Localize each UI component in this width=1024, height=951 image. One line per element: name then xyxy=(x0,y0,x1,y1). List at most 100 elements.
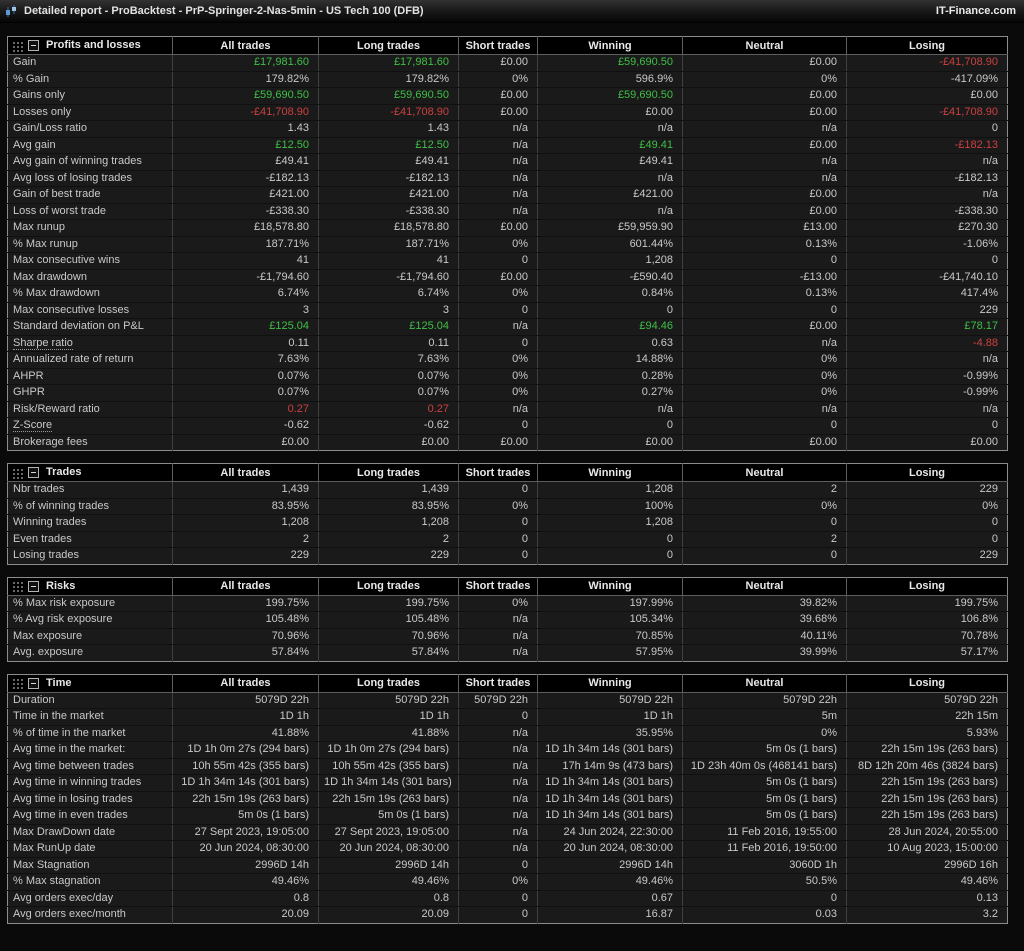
value-cell: 0 xyxy=(458,890,538,907)
brand-link[interactable]: IT-Finance.com xyxy=(935,5,1016,17)
row-label-cell: Gains only xyxy=(7,87,173,105)
value-cell: £421.00 xyxy=(172,186,319,204)
row-label-cell: Avg loss of losing trades xyxy=(7,170,173,187)
row-label-cell: % of winning trades xyxy=(7,498,173,515)
value-cell: n/a xyxy=(458,741,538,759)
value-cell: 2 xyxy=(682,531,847,548)
value-cell: 1.43 xyxy=(318,120,459,138)
row-label: Max Stagnation xyxy=(13,858,90,871)
row-label: Gain of best trade xyxy=(13,188,101,201)
value-cell: n/a xyxy=(458,318,538,336)
value-cell: n/a xyxy=(458,807,538,825)
table-row: Avg gain £12.50 £12.50 n/a £49.41 £0.00 -£182.… xyxy=(7,137,1008,154)
value-cell: 1,208 xyxy=(172,514,319,532)
row-label: Avg time in winning trades xyxy=(13,776,142,789)
row-label-cell: Annualized rate of return xyxy=(7,351,173,369)
table-row: Even trades 2 2 0 0 2 0 xyxy=(7,531,1008,548)
value-cell: 199.75% xyxy=(172,595,319,612)
column-header-losing: Losing xyxy=(846,463,1008,482)
value-cell: 0 xyxy=(846,514,1008,532)
value-cell: 11 Feb 2016, 19:50:00 xyxy=(682,840,847,858)
value-cell: £12.50 xyxy=(318,137,459,154)
table-row: Gains only £59,690.50 £59,690.50 £0.00 £59,6… xyxy=(7,87,1008,105)
value-cell: 41.88% xyxy=(172,725,319,742)
row-label: Time in the market xyxy=(13,710,104,723)
table-profits-and-losses: Profits and losses All trades Long trades S… xyxy=(7,36,1008,451)
value-cell: 39.82% xyxy=(682,595,847,612)
value-cell: 229 xyxy=(846,302,1008,319)
value-cell: 0.07% xyxy=(318,384,459,402)
value-cell: 1D 1h 34m 14s (301 bars) xyxy=(537,807,683,825)
collapse-minus-icon[interactable] xyxy=(28,677,39,689)
value-cell: 10 Aug 2023, 15:00:00 xyxy=(846,840,1008,858)
value-cell: 5m 0s (1 bars) xyxy=(682,807,847,825)
value-cell: 0 xyxy=(458,417,538,435)
row-label: Avg loss of losing trades xyxy=(13,171,133,184)
row-label: Standard deviation on P&L xyxy=(13,320,144,333)
value-cell: £17,981.60 xyxy=(172,54,319,72)
value-cell: n/a xyxy=(682,153,847,171)
table-title-cell: Trades xyxy=(7,463,173,482)
value-cell: 1,208 xyxy=(537,481,683,499)
value-cell: 3.2 xyxy=(846,906,1008,923)
row-label-cell: Avg gain of winning trades xyxy=(7,153,173,171)
column-header-neutral: Neutral xyxy=(682,674,847,693)
value-cell: 20 Jun 2024, 08:30:00 xyxy=(537,840,683,858)
value-cell: n/a xyxy=(458,725,538,742)
value-cell: 22h 15m xyxy=(846,708,1008,726)
column-header-long-trades: Long trades xyxy=(318,36,459,55)
value-cell: 0.07% xyxy=(172,368,319,385)
value-cell: £0.00 xyxy=(458,219,538,237)
row-label: Avg time between trades xyxy=(13,759,134,772)
value-cell: -£182.13 xyxy=(172,170,319,187)
drag-handle-icon[interactable] xyxy=(12,39,23,52)
row-label: Avg. exposure xyxy=(13,646,84,659)
value-cell: 70.78% xyxy=(846,628,1008,645)
row-label: % Max risk exposure xyxy=(13,596,116,609)
column-header-short-trades: Short trades xyxy=(458,36,538,55)
value-cell: 0.84% xyxy=(537,285,683,303)
table-row: % Max risk exposure 199.75% 199.75% 0% 197.9… xyxy=(7,595,1008,612)
value-cell: 17h 14m 9s (473 bars) xyxy=(537,758,683,775)
value-cell: 28 Jun 2024, 20:55:00 xyxy=(846,824,1008,841)
value-cell: 0.27% xyxy=(537,384,683,402)
collapse-minus-icon[interactable] xyxy=(28,40,39,52)
row-label-cell: Max drawdown xyxy=(7,269,173,286)
drag-handle-icon[interactable] xyxy=(12,580,23,593)
row-label-cell: Gain xyxy=(7,54,173,72)
value-cell: 0% xyxy=(682,368,847,385)
value-cell: £78.17 xyxy=(846,318,1008,336)
column-header-all-trades: All trades xyxy=(172,463,319,482)
collapse-minus-icon[interactable] xyxy=(28,580,39,592)
value-cell: 0 xyxy=(458,547,538,564)
table-row: % Max runup 187.71% 187.71% 0% 601.44% 0.13% -… xyxy=(7,236,1008,253)
column-header-short-trades: Short trades xyxy=(458,577,538,596)
row-label-cell: Avg time in losing trades xyxy=(7,791,173,808)
value-cell: n/a xyxy=(458,628,538,645)
row-label-cell: % Max risk exposure xyxy=(7,595,173,612)
value-cell: 0% xyxy=(682,725,847,742)
value-cell: n/a xyxy=(458,203,538,220)
value-cell: 1D 1h 34m 14s (301 bars) xyxy=(537,791,683,808)
table-row: % Max drawdown 6.74% 6.74% 0% 0.84% 0.13% 417.… xyxy=(7,285,1008,303)
table-row: Risk/Reward ratio 0.27 0.27 n/a n/a n/a n/a xyxy=(7,401,1008,418)
value-cell: £12.50 xyxy=(172,137,319,154)
collapse-minus-icon[interactable] xyxy=(28,467,39,479)
row-label-cell: Max Stagnation xyxy=(7,857,173,874)
drag-handle-icon[interactable] xyxy=(12,466,23,479)
title-bar: Detailed report - ProBacktest - PrP-Spri… xyxy=(0,0,1024,23)
row-label: % Max runup xyxy=(13,237,78,250)
column-header-winning: Winning xyxy=(537,463,683,482)
value-cell: 0% xyxy=(458,71,538,88)
row-label: Avg time in the market: xyxy=(13,743,126,756)
value-cell: 0% xyxy=(682,71,847,88)
row-label-cell: AHPR xyxy=(7,368,173,385)
value-cell: 0 xyxy=(682,890,847,907)
value-cell: 70.96% xyxy=(318,628,459,645)
value-cell: n/a xyxy=(537,401,683,418)
value-cell: 49.46% xyxy=(846,873,1008,891)
value-cell: 229 xyxy=(318,547,459,564)
drag-handle-icon[interactable] xyxy=(12,677,23,690)
value-cell: £49.41 xyxy=(172,153,319,171)
